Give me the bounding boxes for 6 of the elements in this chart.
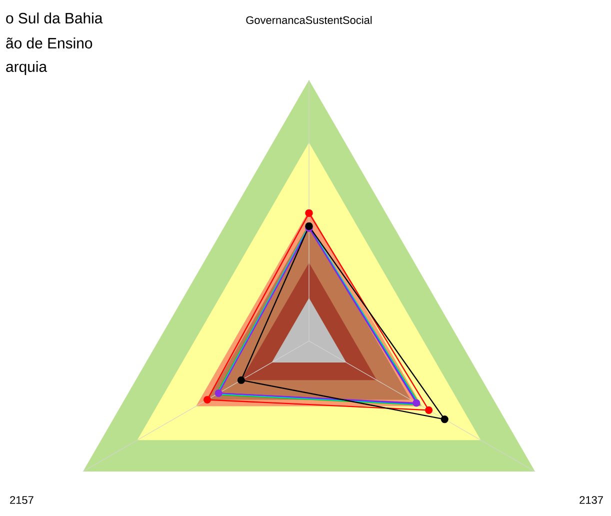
text: ão de Ensino <box>6 38 92 48</box>
text: arquia <box>6 61 48 75</box>
text: o Sul da Bahia <box>6 12 103 24</box>
spoke-label: 2157 <box>10 496 34 504</box>
spoke-label: 2137 <box>580 496 603 504</box>
spoke-label: GovernancaSustentSocial <box>246 16 372 24</box>
